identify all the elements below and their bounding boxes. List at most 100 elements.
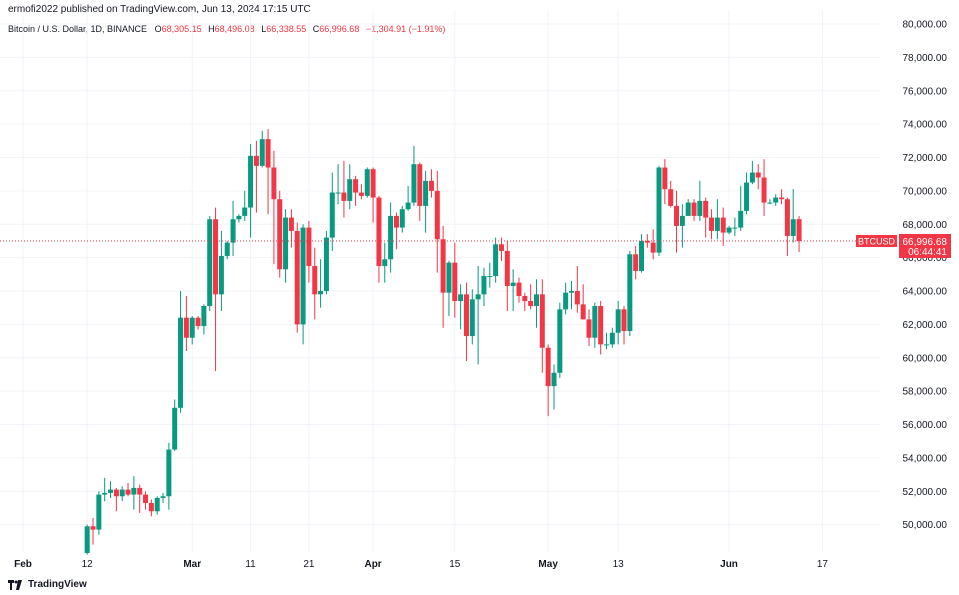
candle[interactable] (160, 492, 166, 503)
candle[interactable] (312, 247, 318, 320)
candle[interactable] (609, 327, 615, 348)
candle[interactable] (796, 215, 802, 252)
candle[interactable] (685, 199, 691, 216)
candle[interactable] (370, 167, 376, 223)
candle[interactable] (265, 129, 271, 215)
candle[interactable] (125, 482, 131, 497)
candle[interactable] (358, 184, 364, 200)
candle[interactable] (545, 344, 551, 417)
tradingview-footer[interactable]: TradingView (8, 579, 87, 590)
candle[interactable] (568, 280, 574, 310)
price-chart[interactable]: 50,000.00 52,000.00 54,000.00 56,000.00 58,0… (0, 0, 959, 575)
candle[interactable] (761, 159, 767, 216)
candle[interactable] (323, 230, 329, 295)
candle[interactable] (598, 301, 604, 355)
candle[interactable] (335, 164, 341, 205)
candle[interactable] (137, 484, 143, 513)
candle[interactable] (604, 332, 609, 350)
candle[interactable] (382, 242, 388, 283)
candle[interactable] (481, 267, 487, 307)
candle[interactable] (633, 245, 639, 280)
candle[interactable] (189, 316, 195, 345)
candle[interactable] (364, 167, 370, 198)
candle[interactable] (709, 209, 715, 240)
candle[interactable] (119, 486, 125, 502)
candle[interactable] (417, 162, 423, 221)
candle[interactable] (207, 215, 213, 312)
candle[interactable] (84, 524, 90, 555)
candle[interactable] (639, 234, 645, 273)
candle[interactable] (341, 160, 347, 218)
candle[interactable] (458, 284, 464, 330)
candle[interactable] (423, 170, 429, 233)
candle[interactable] (405, 185, 411, 211)
candle[interactable] (288, 209, 294, 248)
candle[interactable] (674, 190, 680, 253)
candle[interactable] (516, 277, 522, 303)
candle[interactable] (131, 476, 137, 510)
candle[interactable] (773, 194, 779, 206)
candle[interactable] (201, 304, 207, 335)
candle[interactable] (283, 209, 289, 283)
candle[interactable] (533, 279, 539, 328)
candle[interactable] (230, 200, 236, 256)
candle[interactable] (504, 240, 510, 312)
candle[interactable] (428, 169, 434, 198)
candle[interactable] (102, 477, 108, 502)
candle[interactable] (318, 259, 324, 308)
candle[interactable] (393, 212, 399, 250)
candle[interactable] (347, 164, 353, 210)
candle[interactable] (388, 202, 394, 273)
candle[interactable] (755, 164, 761, 190)
candle[interactable] (166, 442, 172, 510)
candle[interactable] (749, 160, 755, 185)
candle[interactable] (557, 302, 563, 378)
candle[interactable] (790, 189, 796, 243)
candle[interactable] (580, 284, 586, 320)
candle[interactable] (679, 204, 685, 248)
candle[interactable] (586, 309, 592, 347)
candle[interactable] (528, 284, 534, 310)
candle[interactable] (154, 496, 160, 515)
candle[interactable] (668, 180, 674, 208)
candle[interactable] (434, 170, 440, 273)
candle[interactable] (551, 364, 557, 410)
candle[interactable] (183, 296, 189, 352)
candle[interactable] (650, 229, 656, 260)
candle[interactable] (248, 144, 254, 238)
candle[interactable] (720, 207, 726, 246)
candle[interactable] (662, 159, 668, 205)
candle[interactable] (376, 195, 382, 283)
candle[interactable] (563, 282, 569, 315)
candle[interactable] (113, 487, 119, 512)
candle[interactable] (148, 499, 154, 517)
candle[interactable] (218, 230, 224, 312)
candle[interactable] (242, 190, 248, 221)
candle[interactable] (703, 197, 709, 238)
candle[interactable] (399, 205, 405, 233)
candle[interactable] (475, 265, 481, 365)
candle[interactable] (691, 199, 697, 221)
candle[interactable] (143, 491, 149, 510)
candle[interactable] (195, 316, 201, 330)
candle[interactable] (510, 269, 516, 312)
candle[interactable] (697, 180, 703, 221)
candle[interactable] (784, 197, 790, 256)
candle[interactable] (487, 262, 493, 288)
candle[interactable] (539, 279, 545, 373)
candle[interactable] (621, 306, 627, 345)
candle[interactable] (726, 225, 732, 235)
candle[interactable] (592, 302, 598, 348)
candle[interactable] (767, 199, 773, 205)
candle[interactable] (522, 292, 528, 312)
candle[interactable] (493, 237, 499, 283)
candle[interactable] (732, 217, 738, 236)
candle[interactable] (259, 130, 265, 168)
candle[interactable] (90, 517, 96, 545)
candle[interactable] (253, 140, 259, 213)
candle[interactable] (236, 214, 242, 223)
candle[interactable] (224, 240, 230, 260)
candle[interactable] (446, 260, 452, 317)
candle[interactable] (714, 199, 720, 240)
candle[interactable] (744, 172, 750, 215)
